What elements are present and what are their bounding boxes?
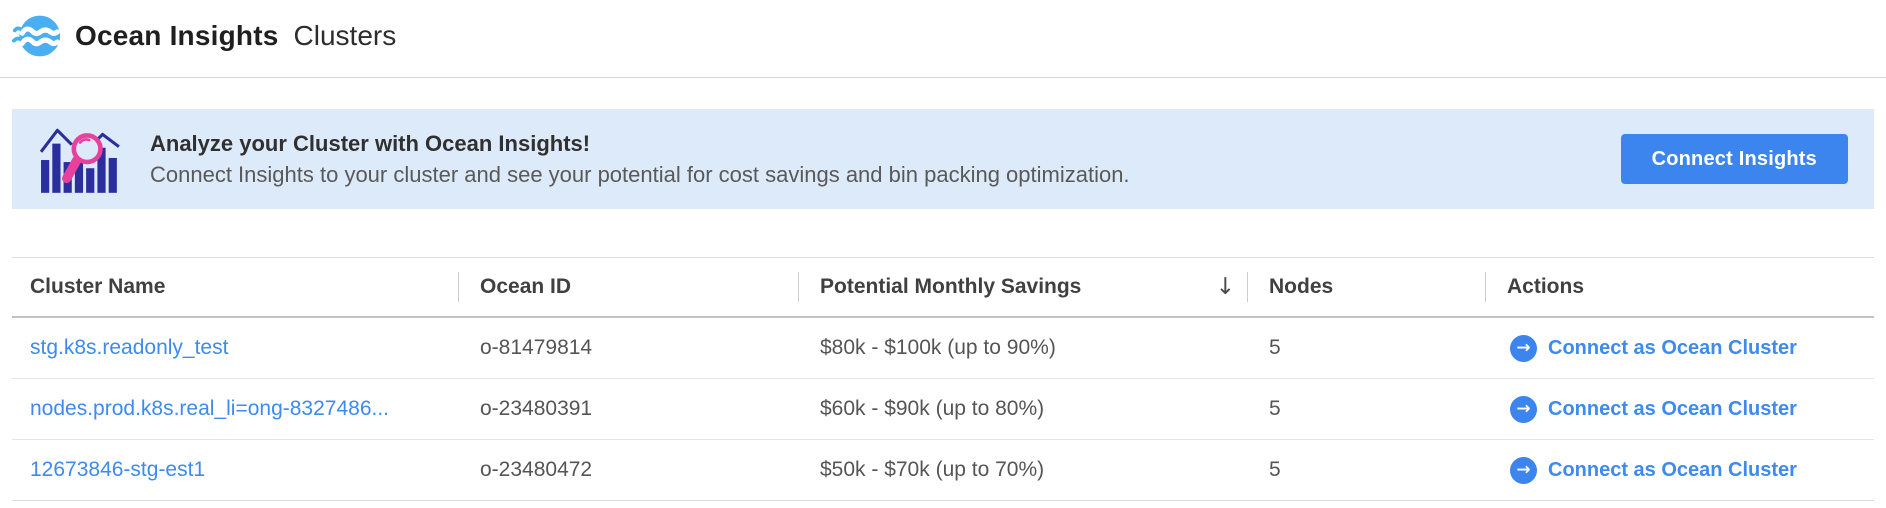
action-label: Connect as Ocean Cluster xyxy=(1548,336,1797,359)
column-header-label: Cluster Name xyxy=(30,275,166,298)
banner-title: Analyze your Cluster with Ocean Insights… xyxy=(150,130,591,156)
banner-description: Connect Insights to your cluster and see… xyxy=(150,162,1130,187)
ocean-id-cell: o-23480472 xyxy=(480,458,593,481)
app-title: Ocean Insights xyxy=(75,19,279,51)
column-header-actions: Actions xyxy=(1485,258,1874,316)
cluster-name-link[interactable]: stg.k8s.readonly_test xyxy=(30,336,229,359)
action-label: Connect as Ocean Cluster xyxy=(1548,397,1797,420)
connect-as-ocean-cluster-link[interactable]: → Connect as Ocean Cluster xyxy=(1510,456,1797,484)
table-row: stg.k8s.readonly_test o-81479814 $80k - … xyxy=(12,318,1874,379)
cluster-name-link[interactable]: nodes.prod.k8s.real_li=ong-8327486... xyxy=(30,397,390,420)
insights-banner: Analyze your Cluster with Ocean Insights… xyxy=(12,109,1874,209)
nodes-cell: 5 xyxy=(1269,397,1281,420)
nodes-cell: 5 xyxy=(1269,458,1281,481)
chart-magnifier-icon xyxy=(40,128,120,193)
column-header-label: Potential Monthly Savings xyxy=(820,275,1082,298)
sort-descending-icon[interactable]: ↓ xyxy=(1215,273,1235,300)
connect-insights-button[interactable]: Connect Insights xyxy=(1620,134,1848,184)
table-row: nodes.prod.k8s.real_li=ong-8327486... o-… xyxy=(12,379,1874,440)
connect-as-ocean-cluster-link[interactable]: → Connect as Ocean Cluster xyxy=(1510,334,1797,362)
ocean-id-cell: o-23480391 xyxy=(480,397,593,420)
banner-text: Analyze your Cluster with Ocean Insights… xyxy=(150,128,1130,190)
connect-as-ocean-cluster-link[interactable]: → Connect as Ocean Cluster xyxy=(1510,395,1797,423)
clusters-table: Cluster Name Ocean ID Potential Monthly … xyxy=(12,257,1874,501)
page-title: Clusters xyxy=(293,19,397,51)
nodes-cell: 5 xyxy=(1269,336,1281,359)
app-header: Ocean Insights Clusters xyxy=(0,0,1886,78)
column-header-nodes[interactable]: Nodes xyxy=(1247,258,1485,316)
column-header-potential-monthly-savings[interactable]: Potential Monthly Savings ↓ xyxy=(798,258,1247,316)
column-header-label: Actions xyxy=(1507,275,1585,298)
table-header-row: Cluster Name Ocean ID Potential Monthly … xyxy=(12,258,1874,318)
ocean-id-cell: o-81479814 xyxy=(480,336,593,359)
savings-cell: $50k - $70k (up to 70%) xyxy=(820,458,1045,481)
arrow-right-circle-icon: → xyxy=(1510,334,1537,362)
table-row: 12673846-stg-est1 o-23480472 $50k - $70k… xyxy=(12,440,1874,501)
column-header-label: Nodes xyxy=(1269,275,1334,298)
ocean-waves-icon xyxy=(12,15,61,56)
column-header-label: Ocean ID xyxy=(480,275,572,298)
savings-cell: $60k - $90k (up to 80%) xyxy=(820,397,1045,420)
action-label: Connect as Ocean Cluster xyxy=(1548,458,1797,481)
arrow-right-circle-icon: → xyxy=(1510,395,1537,423)
column-header-cluster-name[interactable]: Cluster Name xyxy=(12,258,458,316)
arrow-right-circle-icon: → xyxy=(1510,456,1537,484)
column-header-ocean-id[interactable]: Ocean ID xyxy=(458,258,798,316)
cluster-name-link[interactable]: 12673846-stg-est1 xyxy=(30,458,206,481)
savings-cell: $80k - $100k (up to 90%) xyxy=(820,336,1056,359)
